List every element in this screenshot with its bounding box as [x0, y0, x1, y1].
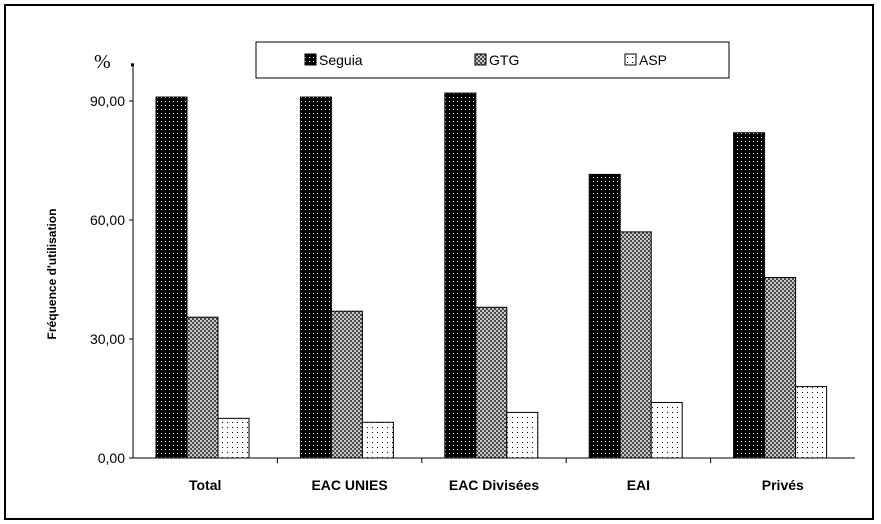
bar-seguia: [299, 96, 332, 459]
x-category-label: EAC UNIES: [311, 477, 387, 493]
bar-gtg: [619, 231, 652, 459]
bar-seguia: [155, 96, 188, 459]
legend-swatch-seguia: [304, 53, 317, 66]
x-category-label: EAI: [627, 477, 650, 493]
legend-label-seguia: Seguia: [319, 52, 363, 68]
legend: Seguia GTG ASP: [304, 52, 667, 68]
bar-seguia: [588, 173, 621, 459]
bar-seguia: [444, 92, 477, 459]
x-category-label: Total: [189, 477, 221, 493]
chart-frame: [4, 4, 874, 520]
legend-box: [255, 41, 730, 79]
bar-gtg: [186, 316, 219, 459]
y-tick-label: 0,00: [98, 450, 125, 466]
labels: 0,00 30,00 60,00 90,00 Total EAC UNIES EAC Div…: [90, 93, 804, 493]
bar-gtg: [330, 310, 363, 459]
x-category-label: EAC Divisées: [449, 477, 539, 493]
bar-asp: [361, 421, 394, 459]
bars: [155, 92, 828, 459]
bar-seguia: [733, 132, 766, 459]
y-axis-cap: [131, 63, 134, 67]
y-axis-title: Fréquence d'utilisation: [45, 209, 59, 340]
legend-label-gtg: GTG: [489, 52, 519, 68]
y-tick-label: 30,00: [90, 331, 125, 347]
legend-swatch-gtg: [474, 53, 487, 66]
y-tick-label: 90,00: [90, 93, 125, 109]
bar-asp: [506, 411, 539, 459]
bar-gtg: [475, 306, 508, 459]
unit-label: %: [94, 51, 111, 73]
legend-label-asp: ASP: [639, 52, 667, 68]
bar-asp: [217, 417, 250, 459]
bar-asp: [650, 401, 683, 459]
x-category-label: Privés: [762, 477, 804, 493]
bar-gtg: [764, 277, 797, 459]
bar-asp: [795, 386, 828, 459]
legend-swatch-asp: [624, 53, 637, 66]
y-tick-label: 60,00: [90, 212, 125, 228]
